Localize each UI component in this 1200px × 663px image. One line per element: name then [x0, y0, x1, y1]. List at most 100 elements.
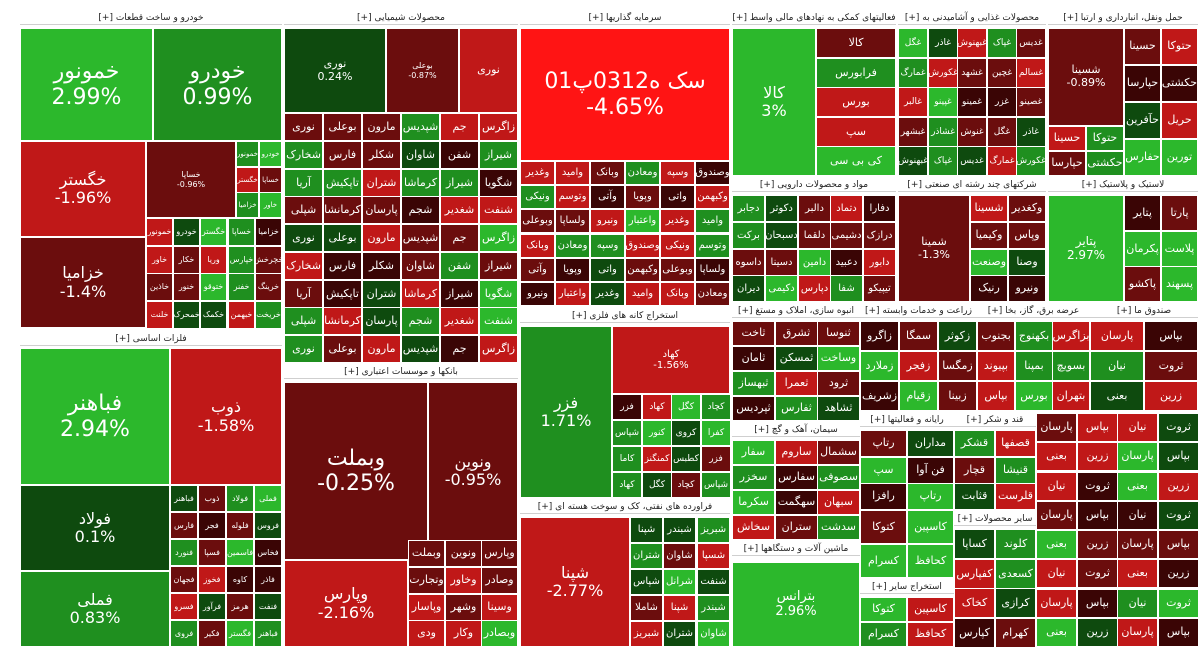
stock-tile-small[interactable]: غاذر — [928, 28, 958, 58]
stock-tile[interactable]: فزر 1.71% — [520, 326, 612, 498]
stock-tile-small[interactable]: ستران — [775, 515, 818, 540]
stock-tile-small[interactable]: غدیس — [1016, 28, 1046, 58]
stock-tile-small[interactable]: خبهمن — [228, 301, 255, 329]
sector-header-realestate[interactable]: انبوه سازی، املاک و مستغ [+] — [732, 304, 860, 318]
stock-tile-small[interactable]: کسعدی — [995, 559, 1036, 589]
sector-header-basic_metals[interactable]: فلزات اساسی [+] — [20, 332, 282, 346]
stock-tile-small[interactable]: سبهان — [817, 490, 860, 515]
stock-tile-small[interactable]: تیپیکو — [863, 275, 896, 302]
stock-tile-small[interactable]: پارسان — [1036, 413, 1077, 442]
stock-tile-small[interactable]: وبانک — [520, 234, 555, 258]
stock-tile-small[interactable]: وبانک — [590, 161, 625, 185]
stock-tile-small[interactable]: غکورش — [1016, 146, 1046, 176]
stock-tile-small[interactable]: زرین — [1144, 381, 1198, 411]
stock-tile-small[interactable]: فزر — [612, 394, 642, 420]
stock-tile[interactable]: خودرو 0.99% — [153, 28, 282, 141]
stock-tile-small[interactable]: وبصادر — [481, 620, 518, 647]
stock-tile-small[interactable]: پتایر — [1124, 195, 1161, 231]
stock-tile-small[interactable]: شخارک — [284, 252, 323, 280]
stock-tile-small[interactable]: شجم — [401, 196, 440, 224]
stock-tile-small[interactable]: شیراز — [440, 280, 479, 308]
stock-tile-small[interactable]: خلنت — [146, 301, 173, 329]
stock-tile-small[interactable]: شبریز — [697, 517, 730, 543]
sector-header-mining[interactable]: استخراج کانه های فلزی [+] — [520, 309, 730, 323]
stock-tile-small[interactable]: برکت — [732, 222, 765, 249]
stock-tile-small[interactable]: فزر — [701, 446, 731, 472]
stock-tile-small[interactable]: بورس — [816, 87, 896, 117]
stock-tile-small[interactable]: بوعلی — [323, 335, 362, 363]
stock-tile-small[interactable]: ودی — [408, 620, 445, 647]
stock-tile-small[interactable]: هرمز — [226, 593, 254, 620]
stock-tile-small[interactable]: دسینا — [765, 249, 798, 276]
stock-tile-small[interactable]: بعنی — [1117, 559, 1158, 588]
stock-tile-small[interactable]: حپارسا — [1048, 151, 1086, 176]
stock-tile-small[interactable]: آریا — [284, 169, 323, 197]
stock-tile-small[interactable]: شخارک — [284, 141, 323, 169]
stock-tile-small[interactable]: کسرام — [860, 544, 907, 578]
stock-tile[interactable]: بترانس 2.96% — [732, 562, 860, 647]
stock-tile-small[interactable]: زبینا — [938, 381, 977, 411]
stock-tile-small[interactable]: مارون — [362, 113, 401, 141]
stock-tile-small[interactable]: بپاس — [1158, 530, 1199, 559]
stock-tile-small[interactable]: وغدیر — [590, 282, 625, 306]
sector-header-auto[interactable]: خودرو و ساخت قطعات [+] — [20, 11, 282, 25]
sector-header-chem[interactable]: محصولات شیمیایی [+] — [284, 11, 518, 25]
stock-tile-small[interactable]: شپلی — [284, 307, 323, 335]
stock-tile-small[interactable]: فگستر — [226, 620, 254, 647]
stock-tile-small[interactable]: دیران — [732, 275, 765, 302]
stock-tile-small[interactable]: شپدیس — [401, 335, 440, 363]
stock-tile-small[interactable]: غگل — [898, 28, 928, 58]
stock-tile-small[interactable]: فملی — [254, 485, 282, 512]
stock-tile-small[interactable]: کسرام — [860, 622, 907, 647]
stock-tile-small[interactable]: فرآور — [198, 593, 226, 620]
stock-tile-small[interactable]: پسهند — [1161, 266, 1198, 302]
stock-tile-small[interactable]: خکار — [173, 246, 200, 274]
stock-tile-small[interactable]: دکوثر — [765, 195, 798, 222]
stock-tile-small[interactable]: دکیمی — [765, 275, 798, 302]
stock-tile-small[interactable]: ومعادن — [625, 161, 660, 185]
stock-tile-small[interactable]: شنفت — [697, 569, 730, 595]
stock-tile-small[interactable]: بپاس — [1158, 618, 1199, 647]
sector-header-other_mine[interactable]: استخراج سایر [+] — [860, 580, 954, 594]
stock-tile-small[interactable]: رتاپ — [907, 483, 954, 510]
stock-tile-small[interactable]: غنوش — [957, 117, 987, 147]
stock-tile-small[interactable]: حپارسا — [1124, 65, 1161, 102]
stock-tile-small[interactable]: شنفت — [479, 307, 518, 335]
stock-tile-small[interactable]: واعتبار — [625, 209, 660, 233]
stock-tile-small[interactable]: مارون — [362, 335, 401, 363]
stock-tile-small[interactable]: ثروت — [1158, 501, 1199, 530]
stock-tile-small[interactable]: غمارگ — [898, 58, 928, 88]
stock-tile-small[interactable]: وسپه — [590, 234, 625, 258]
stock-tile-small[interactable]: مداران — [907, 430, 954, 457]
stock-tile-small[interactable]: بعنی — [1036, 618, 1077, 647]
stock-tile-small[interactable]: وخاور — [445, 567, 482, 594]
stock-tile-small[interactable]: ثامان — [732, 346, 775, 371]
stock-tile-small[interactable]: زاگرس — [479, 113, 518, 141]
stock-tile-small[interactable]: بپیوند — [977, 351, 1015, 381]
stock-tile-small[interactable]: بوعلی — [323, 113, 362, 141]
stock-tile-small[interactable]: وبانک — [660, 282, 695, 306]
stock-tile-small[interactable]: ثشرق — [775, 321, 818, 346]
stock-tile-small[interactable]: کگل — [671, 394, 701, 420]
stock-tile-small[interactable]: بمپنا — [1015, 351, 1053, 381]
stock-tile-small[interactable]: وبملت — [408, 540, 445, 567]
stock-tile-small[interactable]: شاوان — [697, 621, 730, 647]
stock-tile-small[interactable]: شپاس — [612, 420, 642, 446]
stock-tile-small[interactable]: پارسان — [1117, 618, 1158, 647]
stock-tile-small[interactable]: ثروت — [1144, 351, 1198, 381]
stock-tile-small[interactable]: زرین — [1077, 618, 1118, 647]
stock-tile-small[interactable]: قنیشا — [995, 457, 1036, 484]
stock-tile-small[interactable]: داسوه — [732, 249, 765, 276]
stock-tile-small[interactable]: ثروت — [1158, 589, 1199, 618]
stock-tile-small[interactable]: خپارس — [228, 246, 255, 274]
stock-tile-small[interactable]: کاما — [612, 446, 642, 472]
stock-tile-small[interactable]: غبشهر — [898, 117, 928, 147]
stock-tile-small[interactable]: غچین — [987, 58, 1017, 88]
stock-tile-small[interactable]: ومعادن — [555, 234, 590, 258]
stock-tile-small[interactable]: پارسان — [1036, 501, 1077, 530]
stock-tile-small[interactable]: شسپا — [697, 543, 730, 569]
stock-tile-small[interactable]: کچاد — [671, 472, 701, 498]
stock-tile-small[interactable]: زاگرو — [860, 321, 899, 351]
stock-tile-small[interactable]: زکوثر — [938, 321, 977, 351]
stock-tile-small[interactable]: شغدیر — [440, 196, 479, 224]
